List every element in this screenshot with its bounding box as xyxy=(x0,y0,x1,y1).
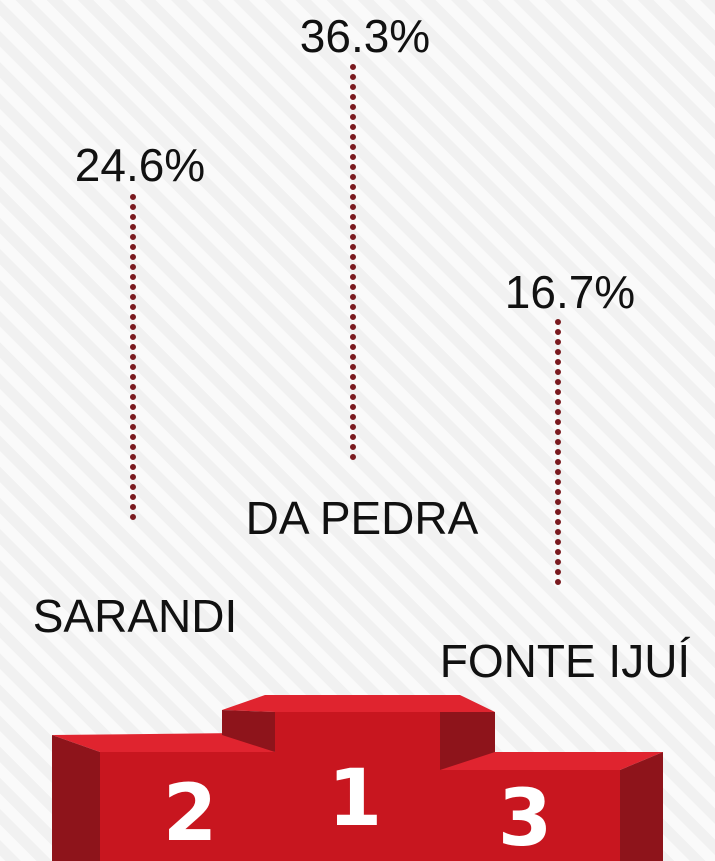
place-number: 2 xyxy=(163,769,217,859)
name-label: FONTE IJUÍ xyxy=(440,635,691,687)
place-number: 3 xyxy=(498,774,552,861)
percent-label: 24.6% xyxy=(75,139,205,191)
name-label: SARANDI xyxy=(33,590,237,642)
name-label: DA PEDRA xyxy=(246,492,479,544)
percent-label: 16.7% xyxy=(505,266,635,318)
podium-infographic: 24.6% 36.3% 16.7% SARANDI DA PEDRA FONTE… xyxy=(0,0,715,861)
percent-label: 36.3% xyxy=(300,10,430,62)
place-number: 1 xyxy=(328,754,382,844)
